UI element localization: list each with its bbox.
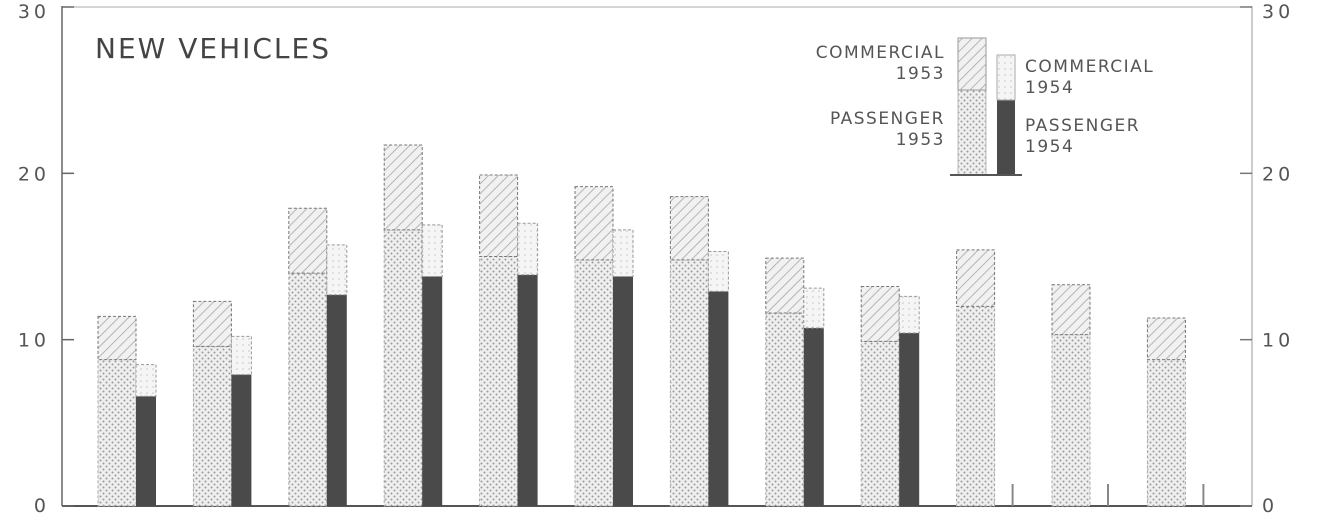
bar-passenger-1954 (613, 276, 633, 506)
bar-commercial-1954 (517, 222, 539, 276)
bar-commercial-1953 (669, 196, 709, 261)
y-tick-label-right: 30 (1262, 1, 1294, 23)
bar-passenger-1953 (288, 272, 328, 507)
bar-passenger-1954 (231, 374, 252, 506)
y-ticks: 0 0 10 10 20 20 30 30 (18, 1, 1294, 516)
legend-passenger-1954-line1: PASSENGER (1025, 116, 1140, 136)
chart-title: NEW VEHICLES (95, 32, 331, 65)
bar-passenger-1954 (136, 396, 156, 506)
y-tick-label-left: 30 (18, 1, 50, 23)
y-tick-label-right: 10 (1262, 330, 1294, 352)
bar-commercial-1954 (803, 287, 825, 329)
bar-passenger-1953 (383, 229, 423, 507)
legend-passenger-1954-line2: 1954 (1025, 137, 1074, 157)
bar-passenger-1954 (899, 333, 920, 506)
bar-commercial-1953 (574, 186, 614, 261)
bar-passenger-1953 (97, 359, 137, 507)
legend-commercial-1954-line2: 1954 (1025, 78, 1074, 98)
bar-commercial-1954 (326, 244, 348, 296)
bar-passenger-1953 (860, 340, 900, 507)
legend: COMMERCIAL 1953 COMMERCIAL 1954 PASSENGE… (816, 37, 1154, 176)
bar-passenger-1953 (669, 259, 709, 507)
bar-passenger-1953 (574, 259, 614, 507)
bar-commercial-1954 (421, 224, 443, 277)
bar-commercial-1953 (860, 285, 900, 342)
y-tick-label-left: 20 (18, 163, 50, 185)
bar-commercial-1953 (192, 300, 232, 347)
bar-passenger-1954 (708, 291, 729, 506)
legend-passenger-1953-line2: 1953 (896, 130, 945, 150)
legend-passenger-1953-line1: PASSENGER (830, 109, 945, 129)
legend-swatch-commercial-1953 (957, 37, 987, 91)
bars (97, 144, 1205, 507)
legend-swatch-passenger-1953 (957, 89, 987, 176)
bar-commercial-1954 (135, 364, 157, 397)
legend-swatch-passenger-1954 (997, 100, 1015, 175)
legend-commercial-1954-line1: COMMERCIAL (1025, 57, 1154, 77)
bar-commercial-1953 (97, 315, 137, 361)
bar-commercial-1954 (230, 335, 252, 376)
bar-commercial-1953 (765, 257, 805, 314)
bar-passenger-1953 (1051, 334, 1091, 507)
y-tick-label-left: 10 (18, 330, 50, 352)
bar-commercial-1953 (383, 144, 423, 231)
bar-passenger-1953 (192, 345, 232, 507)
bar-commercial-1954 (898, 295, 920, 334)
bar-commercial-1953 (956, 249, 996, 307)
bar-passenger-1953 (956, 305, 996, 507)
bar-passenger-1953 (1146, 359, 1186, 507)
bar-commercial-1953 (288, 207, 328, 274)
y-tick-label-right: 20 (1262, 163, 1294, 185)
bar-passenger-1953 (765, 312, 805, 507)
bar-passenger-1954 (803, 328, 824, 506)
bar-commercial-1954 (612, 229, 634, 277)
bar-passenger-1954 (422, 276, 443, 506)
bar-passenger-1954 (517, 274, 538, 506)
bar-passenger-1954 (326, 294, 347, 506)
legend-commercial-1953-line2: 1953 (896, 64, 945, 84)
y-tick-label-left: 0 (34, 495, 50, 516)
bar-commercial-1953 (479, 174, 519, 258)
bar-commercial-1954 (707, 251, 729, 292)
y-tick-label-right: 0 (1262, 495, 1278, 516)
legend-commercial-1953-line1: COMMERCIAL (816, 43, 945, 63)
bar-commercial-1953 (1051, 284, 1091, 336)
legend-swatch-commercial-1954 (996, 54, 1016, 101)
bar-passenger-1953 (479, 256, 519, 507)
bar-commercial-1953 (1146, 317, 1186, 361)
